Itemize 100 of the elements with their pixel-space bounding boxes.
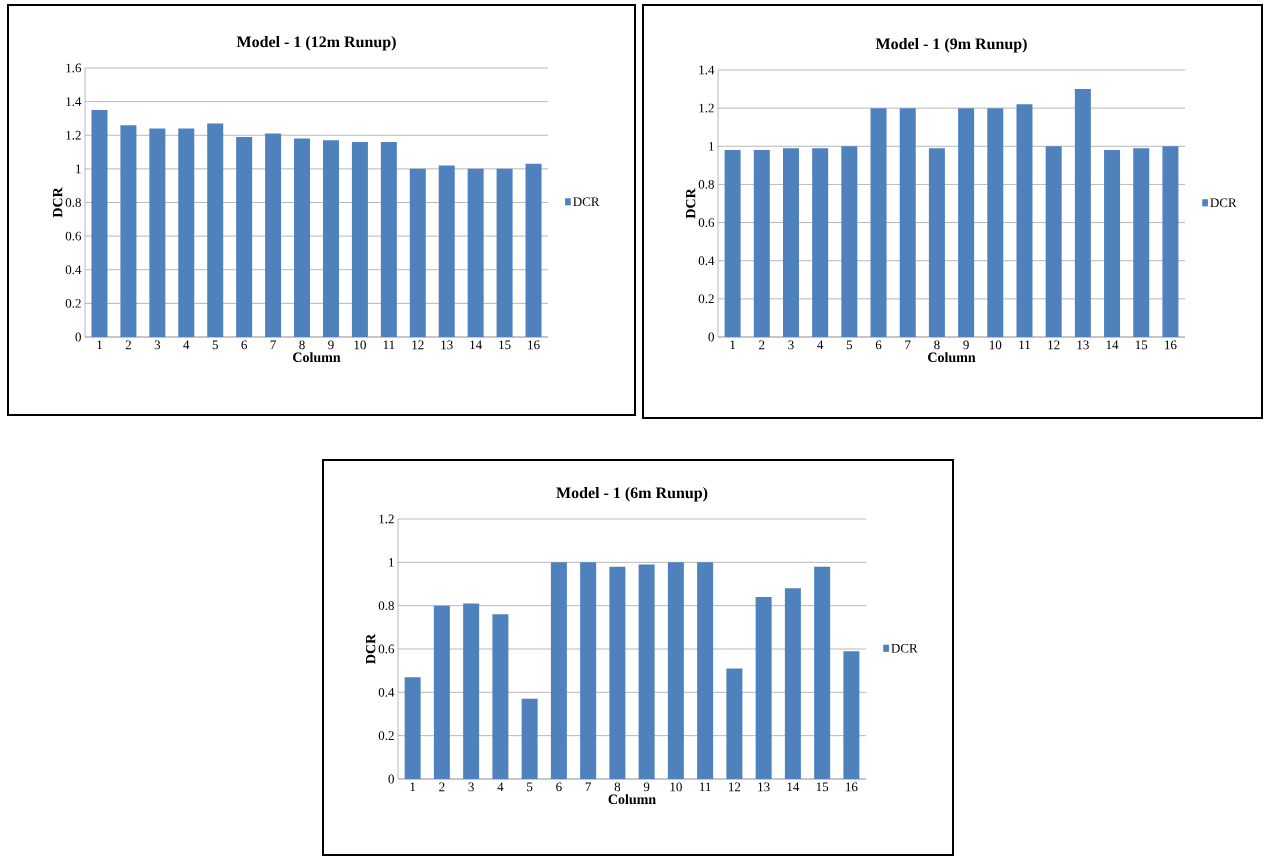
x-tick-label: 16	[528, 340, 540, 350]
x-tick-label: 15	[1135, 340, 1148, 350]
y-tick-label: 0.2	[378, 731, 394, 741]
x-tick-label: 4	[817, 340, 824, 350]
bar	[753, 150, 770, 337]
x-tick-label: 10	[354, 340, 366, 350]
bar	[236, 136, 253, 337]
y-axis-title: DCR	[365, 633, 376, 664]
x-tick-label: 7	[270, 340, 276, 350]
x-tick-label: 9	[643, 782, 650, 792]
x-tick-label: 5	[527, 782, 533, 792]
bar	[812, 148, 829, 337]
chart-title: Model - 1 (12m Runup)	[236, 35, 396, 51]
y-tick-label: 0.8	[65, 198, 81, 207]
y-tick-label: 0.6	[378, 644, 395, 654]
y-tick-label: 0.4	[698, 256, 715, 266]
x-tick-label: 5	[212, 340, 218, 350]
bar	[322, 140, 339, 337]
x-tick-label: 16	[846, 782, 858, 792]
x-tick-label: 2	[439, 782, 445, 792]
bar	[294, 138, 311, 337]
y-tick-label: 0	[75, 332, 81, 342]
y-tick-label: 0.6	[698, 218, 715, 227]
bar	[525, 163, 542, 337]
x-tick-label: 4	[183, 340, 190, 350]
bar	[1016, 104, 1033, 337]
x-tick-label: 8	[614, 782, 621, 792]
bar	[814, 566, 831, 779]
x-tick-label: 3	[468, 782, 474, 792]
x-tick-label: 1	[730, 340, 736, 350]
x-tick-label: 13	[758, 782, 770, 792]
legend-label: DCR	[891, 643, 918, 653]
bar	[843, 651, 860, 779]
legend-label: DCR	[1210, 198, 1237, 208]
bar	[870, 108, 887, 337]
bar	[380, 141, 397, 337]
x-tick-label: 11	[700, 782, 711, 792]
x-tick-label: 11	[1019, 340, 1030, 350]
bar	[1045, 146, 1062, 337]
bar	[782, 148, 799, 337]
bar	[521, 698, 538, 779]
bar	[697, 562, 714, 779]
bar	[1133, 148, 1150, 337]
x-tick-label: 5	[846, 340, 853, 350]
bar	[667, 562, 684, 779]
y-tick-label: 0.8	[698, 180, 714, 189]
y-tick-label: 1.6	[66, 63, 82, 73]
bar	[899, 108, 916, 337]
x-tick-label: 6	[241, 340, 248, 350]
x-tick-label: 16	[1165, 340, 1177, 350]
bar	[207, 123, 224, 337]
x-tick-label: 14	[1106, 340, 1119, 350]
x-tick-label: 13	[441, 340, 453, 350]
bar	[1162, 146, 1179, 337]
y-tick-label: 0.2	[65, 298, 81, 308]
bar	[91, 110, 108, 337]
legend-label: DCR	[573, 197, 600, 207]
x-tick-label: 12	[412, 340, 424, 350]
y-axis-title: DCR	[52, 187, 63, 218]
x-tick-label: 9	[963, 340, 969, 350]
x-tick-label: 10	[989, 340, 1002, 350]
bar	[265, 133, 282, 337]
bar	[351, 141, 368, 337]
y-tick-label: 1	[709, 141, 714, 151]
bar	[609, 566, 626, 779]
bar	[467, 168, 484, 337]
bar	[463, 603, 480, 779]
y-tick-label: 1	[389, 558, 394, 567]
x-tick-label: 3	[788, 340, 794, 350]
bar	[149, 128, 166, 337]
y-tick-label: 0.4	[65, 265, 82, 275]
bar	[496, 168, 513, 337]
x-tick-label: 1	[97, 340, 102, 350]
bar	[492, 614, 509, 779]
bar	[404, 677, 421, 779]
bar	[178, 128, 195, 337]
x-tick-label: 12	[729, 782, 741, 792]
x-tick-label: 6	[875, 340, 882, 350]
bar	[580, 562, 597, 779]
x-axis-title: Column	[608, 794, 656, 805]
x-tick-label: 3	[154, 340, 161, 350]
bar	[1104, 150, 1121, 337]
y-tick-label: 0	[388, 774, 394, 784]
x-tick-label: 8	[299, 340, 305, 350]
x-tick-label: 14	[787, 782, 800, 792]
y-tick-label: 0.2	[698, 294, 714, 304]
y-tick-label: 1.2	[379, 514, 394, 524]
x-tick-label: 10	[670, 782, 682, 792]
bar	[550, 562, 567, 779]
x-tick-label: 4	[497, 782, 504, 792]
x-tick-label: 7	[905, 340, 911, 350]
bar	[958, 108, 975, 337]
bar	[841, 146, 858, 337]
y-tick-label: 1.2	[699, 103, 714, 113]
x-tick-label: 2	[759, 340, 765, 350]
x-tick-label: 12	[1048, 340, 1060, 350]
y-tick-label: 1	[76, 164, 81, 174]
bar	[755, 597, 772, 779]
bar	[784, 588, 801, 779]
x-tick-label: 8	[934, 340, 940, 350]
